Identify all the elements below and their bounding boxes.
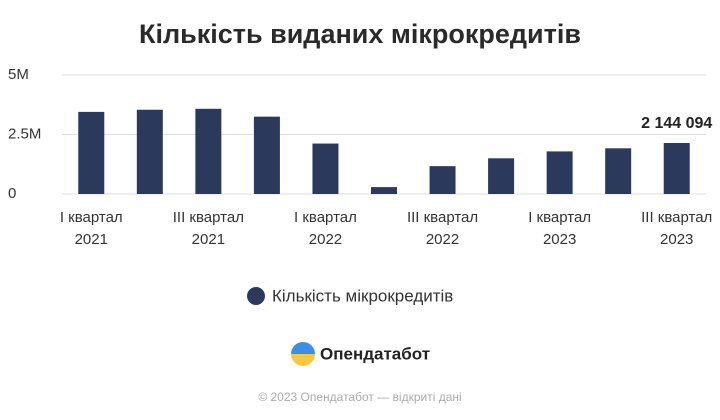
chart-title: Кількість виданих мікрокредитів	[139, 19, 581, 49]
legend-label: Кількість мікрокредитів	[272, 286, 453, 305]
brand-name: Опендатабот	[320, 344, 430, 363]
bar	[253, 116, 280, 194]
x-tick-label: I квартал 2021	[59, 209, 123, 248]
bar	[371, 187, 397, 194]
y-tick-label: 5M	[8, 66, 29, 83]
bar	[136, 109, 163, 194]
x-tick-label: III квартал 2022	[406, 209, 479, 248]
value-label: 2 144 094	[641, 115, 712, 132]
bar	[312, 143, 339, 194]
x-tick-label: I квартал 2023	[528, 209, 592, 248]
bar	[546, 151, 573, 194]
x-tick-label: III квартал 2021	[172, 209, 244, 248]
bar	[663, 142, 690, 194]
bar	[429, 166, 456, 194]
copyright: © 2023 Опендатабот — відкриті дані	[258, 390, 461, 404]
y-tick-label: 2.5M	[8, 125, 41, 142]
y-tick-label: 0	[8, 185, 16, 202]
legend-swatch	[247, 287, 265, 305]
bar	[195, 108, 222, 194]
bar	[78, 111, 105, 194]
bar	[605, 148, 632, 194]
x-tick-label: III квартал 2023	[641, 209, 713, 248]
brand-logo	[291, 342, 315, 366]
bar	[488, 158, 515, 194]
x-tick-label: I квартал 2022	[294, 209, 357, 248]
